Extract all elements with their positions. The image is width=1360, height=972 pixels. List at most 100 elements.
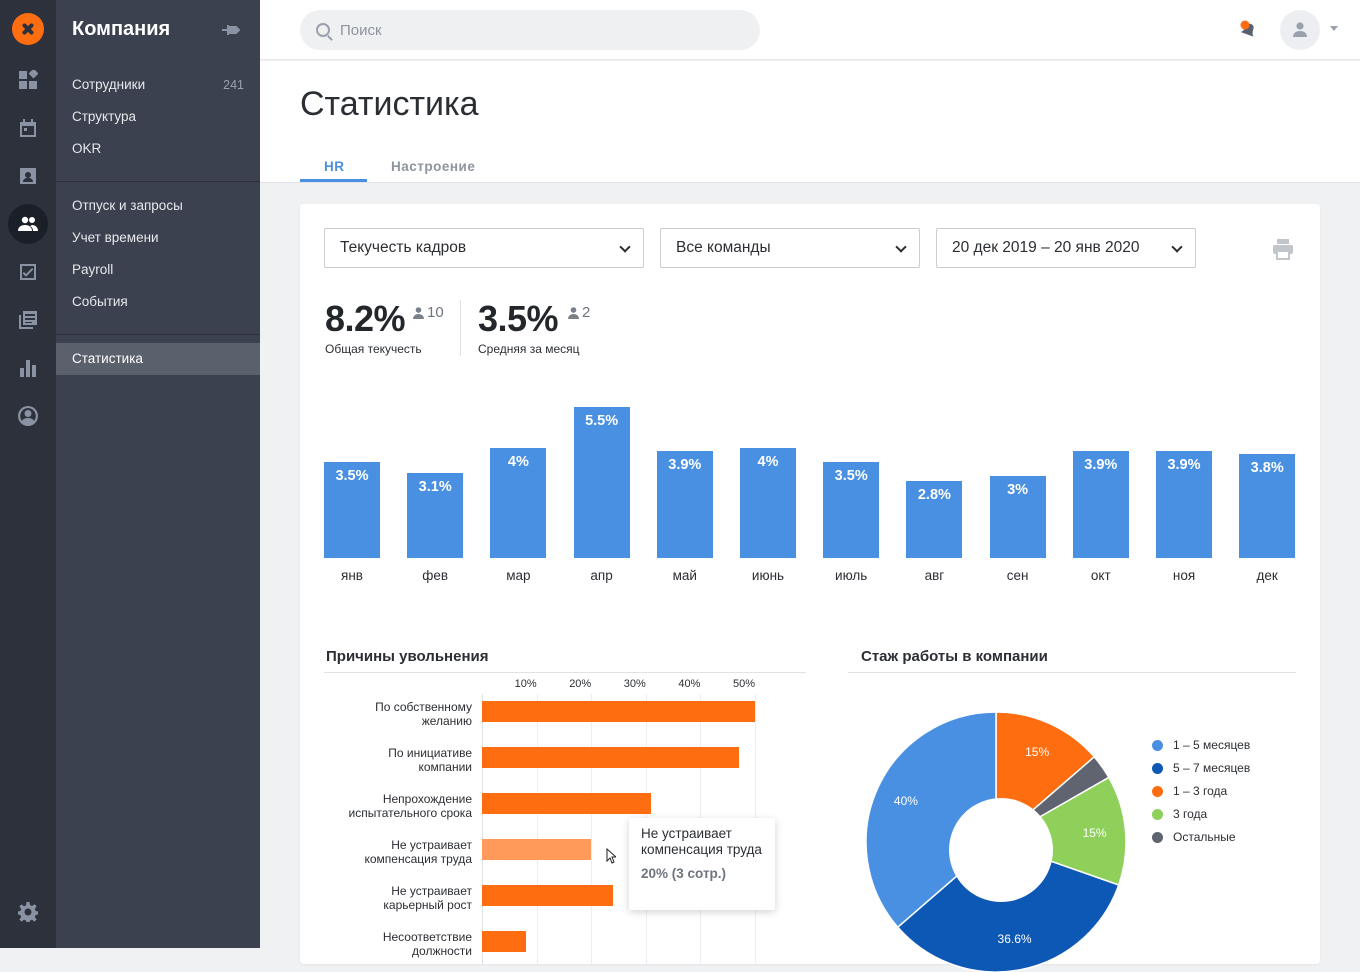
month-label: июнь: [751, 568, 785, 583]
tenure-title: Стаж работы в компании: [861, 648, 1048, 665]
reason-bar[interactable]: [482, 931, 526, 952]
print-icon[interactable]: [1272, 238, 1294, 260]
bar-мар[interactable]: 4%: [490, 448, 547, 558]
kpi-label: Общая текучесть: [325, 342, 422, 356]
axis-tick-label: 50%: [733, 678, 756, 690]
period-select-value: 20 дек 2019 – 20 янв 2020: [952, 239, 1140, 256]
month-label: дек: [1256, 568, 1278, 583]
legend-label: 5 – 7 месяцев: [1173, 761, 1251, 775]
legend-label: 3 года: [1173, 807, 1208, 821]
bar-value-label: 3%: [1007, 481, 1029, 498]
sidebar-item-time[interactable]: Учет времени: [56, 222, 260, 254]
bar-фев[interactable]: 3.1%: [407, 472, 464, 558]
sidebar-item-leave[interactable]: Отпуск и запросы: [56, 190, 260, 222]
bar-value-label: 3.5%: [834, 467, 868, 484]
metric-select-value: Текучесть кадров: [340, 239, 467, 256]
section-divider: [848, 672, 1296, 673]
sidebar-item-payroll[interactable]: Payroll: [56, 254, 260, 286]
sidebar-divider: [56, 181, 260, 182]
app-logo[interactable]: [12, 13, 44, 45]
bar-value-label: 3.8%: [1250, 459, 1284, 476]
reason-bar[interactable]: [482, 701, 755, 722]
sidebar-item-structure[interactable]: Структура: [56, 101, 260, 133]
people-icon[interactable]: [8, 204, 48, 244]
search-icon: [316, 23, 330, 37]
reason-bar[interactable]: [482, 885, 614, 906]
bar-сен[interactable]: 3%: [989, 475, 1046, 558]
reason-bar[interactable]: [482, 747, 739, 768]
month-label: янв: [341, 568, 363, 583]
bar-май[interactable]: 3.9%: [656, 450, 713, 558]
bar-авг[interactable]: 2.8%: [906, 481, 963, 558]
gridline: [536, 694, 538, 964]
month-label: май: [672, 568, 697, 583]
sidebar-item-statistics[interactable]: Статистика: [56, 343, 260, 375]
sidebar-item-label: Учет времени: [72, 230, 159, 245]
axis-tick-label: 30%: [623, 678, 646, 690]
profile-card-icon[interactable]: [12, 160, 44, 192]
reason-bar[interactable]: [482, 793, 652, 814]
sidebar-item-employees[interactable]: Сотрудники 241: [56, 69, 260, 101]
bar-value-label: 3.9%: [1167, 456, 1201, 473]
pie-slice-label: 36.6%: [998, 932, 1032, 946]
team-select[interactable]: Все команды: [660, 228, 920, 268]
settings-gear-icon[interactable]: [12, 896, 44, 928]
bar-value-label: 2.8%: [917, 487, 951, 503]
bar-дек[interactable]: 3.8%: [1239, 453, 1296, 558]
tab-hr[interactable]: HR: [324, 159, 345, 174]
dashboard-icon[interactable]: [12, 64, 44, 96]
tab-mood[interactable]: Настроение: [391, 159, 476, 174]
account-icon[interactable]: [12, 400, 44, 432]
chevron-down-icon[interactable]: [1330, 26, 1338, 31]
bar-ноя[interactable]: 3.9%: [1156, 450, 1212, 558]
checkbox-icon[interactable]: [12, 256, 44, 288]
pie-slice[interactable]: [866, 712, 997, 929]
kpi-label: Средняя за месяц: [478, 342, 580, 356]
legend-item: 1 – 5 месяцев: [1152, 738, 1250, 752]
legend-dot: [1152, 739, 1163, 751]
search-input[interactable]: [340, 21, 740, 39]
bar-июль[interactable]: 3.5%: [823, 461, 880, 558]
app-rail: [0, 0, 56, 948]
legend-dot: [1152, 785, 1163, 797]
month-label: ноя: [1172, 568, 1196, 583]
notification-bell-icon[interactable]: [1236, 18, 1258, 40]
bar-окт[interactable]: 3.9%: [1072, 450, 1129, 558]
kpi-value: 3.5%: [478, 298, 559, 339]
sidebar-item-events[interactable]: События: [56, 286, 260, 318]
period-select[interactable]: 20 дек 2019 – 20 янв 2020: [936, 228, 1196, 268]
reason-label: Не устраивает карьерный рост: [383, 884, 472, 912]
reason-label: По инициативе компании: [388, 746, 472, 774]
pin-icon[interactable]: [222, 22, 240, 38]
pie-slice-label: 15%: [1025, 745, 1049, 759]
person-icon: [413, 306, 424, 319]
section-divider: [324, 672, 806, 673]
bar-янв[interactable]: 3.5%: [324, 461, 380, 558]
reason-bar[interactable]: [482, 839, 592, 860]
axis-line: [482, 694, 483, 964]
search-box[interactable]: [300, 10, 760, 50]
calendar-icon[interactable]: [12, 112, 44, 144]
bar-value-label: 3.9%: [668, 456, 702, 473]
reason-label: Не устраивает компенсация труда: [364, 838, 472, 866]
bar-tooltip: Не устраивает компенсация труда 20% (3 с…: [629, 818, 775, 910]
employees-count: 241: [223, 78, 244, 92]
axis-tick-label: 40%: [678, 678, 701, 690]
bar-value-label: 5.5%: [585, 412, 619, 429]
bar-апр[interactable]: 5.5%: [573, 406, 630, 558]
user-avatar[interactable]: [1280, 10, 1320, 50]
sidebar-item-label: Сотрудники: [72, 77, 146, 92]
kpi-people: 10: [413, 304, 444, 321]
bar-июнь[interactable]: 4%: [740, 448, 796, 558]
sidebar-item-label: Отпуск и запросы: [72, 198, 183, 213]
pie-slice-label: 15%: [1083, 826, 1107, 840]
sidebar-item-okr[interactable]: OKR: [56, 133, 260, 165]
page-header: Статистика HR Настроение: [260, 61, 1360, 183]
tooltip-title: Не устраивает компенсация труда: [641, 826, 762, 857]
legend-dot: [1152, 808, 1163, 820]
statistics-icon[interactable]: [12, 352, 44, 384]
metric-select[interactable]: Текучесть кадров: [324, 228, 644, 268]
company-sidebar: Компания Сотрудники 241 Структура OKR Отп…: [56, 0, 260, 948]
documents-icon[interactable]: [12, 304, 44, 336]
legend-item: Остальные: [1152, 830, 1236, 844]
